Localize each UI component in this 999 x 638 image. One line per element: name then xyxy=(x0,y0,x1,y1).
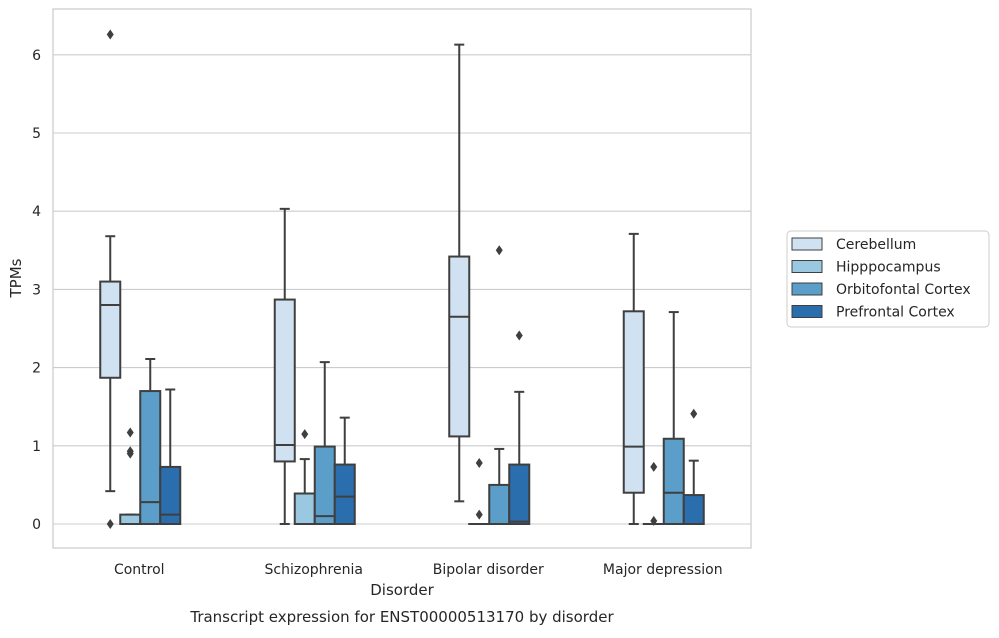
box-3-0 xyxy=(624,234,644,524)
y-axis-label: TPMs xyxy=(7,258,25,298)
outlier-point-0 xyxy=(476,458,483,468)
legend-label: Prefrontal Cortex xyxy=(836,305,955,321)
outlier-point-0 xyxy=(650,462,657,472)
y-tick-labels: 0 1 2 3 4 5 6 xyxy=(32,48,41,533)
box-body xyxy=(684,495,704,524)
box-body xyxy=(140,391,160,524)
box-body xyxy=(275,300,295,462)
box-2-3 xyxy=(509,331,529,524)
box-body xyxy=(120,515,140,524)
outlier-point-0 xyxy=(107,29,114,39)
outlier-point-0 xyxy=(516,331,523,341)
outlier-point-1 xyxy=(107,519,114,529)
box-1-3 xyxy=(335,418,355,524)
box-body xyxy=(295,494,315,524)
box-2-0 xyxy=(449,45,469,502)
y-tick-label-5: 5 xyxy=(32,126,41,142)
outlier-point-0 xyxy=(496,245,503,255)
y-tick-label-0: 0 xyxy=(32,517,41,533)
legend: Cerebellum Hipppocampus Orbitofontal Corte… xyxy=(787,231,989,327)
x-axis-label: Disorder xyxy=(370,581,434,599)
box-1-1 xyxy=(295,429,315,524)
legend-label: Hipppocampus xyxy=(836,260,941,276)
y-tick-label-3: 3 xyxy=(32,282,41,298)
box-2-2 xyxy=(489,245,509,524)
box-body xyxy=(664,439,684,524)
y-tick-label-4: 4 xyxy=(32,204,41,220)
box-0-1 xyxy=(120,428,140,524)
y-tick-label-6: 6 xyxy=(32,48,41,64)
box-body xyxy=(509,465,529,524)
box-0-2 xyxy=(140,359,160,524)
outlier-point-0 xyxy=(127,428,134,438)
box-body xyxy=(100,282,120,378)
legend-label: Cerebellum xyxy=(836,237,916,253)
outlier-point-0 xyxy=(301,429,308,439)
box-3-3 xyxy=(684,409,704,524)
legend-swatch xyxy=(792,306,822,318)
legend-swatch xyxy=(792,283,822,295)
box-1-0 xyxy=(275,209,295,524)
outlier-point-1 xyxy=(476,510,483,520)
legend-label: Orbitofontal Cortex xyxy=(836,282,971,298)
box-0-3 xyxy=(160,389,180,524)
x-tick-label-3: Major depression xyxy=(603,562,723,578)
box-body xyxy=(315,447,335,524)
chart-caption: Transcript expression for ENST0000051317… xyxy=(189,608,614,626)
box-body xyxy=(624,311,644,492)
box-0-0 xyxy=(100,29,120,529)
box-body xyxy=(449,257,469,437)
x-tick-label-2: Bipolar disorder xyxy=(433,562,544,578)
outlier-point-0 xyxy=(690,409,697,419)
box-3-2 xyxy=(664,312,684,524)
box-3-1 xyxy=(644,462,664,526)
y-tick-label-1: 1 xyxy=(32,439,41,455)
box-1-2 xyxy=(315,362,335,524)
box-body xyxy=(335,465,355,524)
box-series xyxy=(100,29,704,529)
x-tick-label-1: Schizophrenia xyxy=(265,562,363,578)
box-2-1 xyxy=(469,458,489,524)
box-body xyxy=(489,485,509,524)
x-tick-label-0: Control xyxy=(114,562,165,578)
x-tick-labels: Control Schizophrenia Bipolar disorder Majo… xyxy=(114,562,723,578)
legend-swatch xyxy=(792,261,822,273)
legend-swatch xyxy=(792,238,822,250)
y-tick-label-2: 2 xyxy=(32,361,41,377)
